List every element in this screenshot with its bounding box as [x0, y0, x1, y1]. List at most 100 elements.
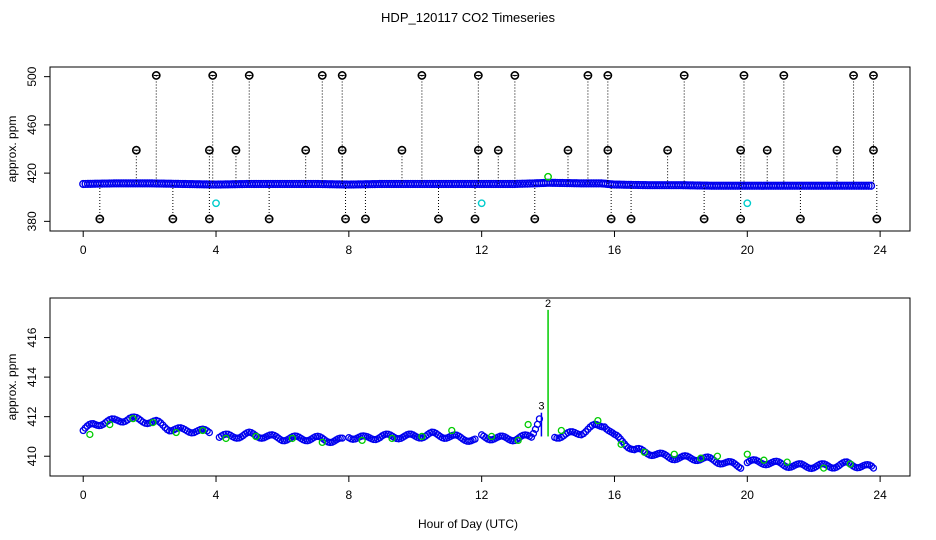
- cyan-point: [212, 199, 220, 208]
- series-1-point: [471, 435, 479, 443]
- flag-point: [397, 145, 407, 155]
- bottom-x-tick-label: 12: [475, 488, 489, 502]
- bottom-plot-frame: [49, 297, 911, 477]
- bottom-x-tick-label: 0: [80, 488, 87, 502]
- flag-point: [204, 214, 214, 224]
- series-2-point: [713, 452, 722, 460]
- baseline-point: [862, 181, 871, 190]
- flag-point: [95, 214, 105, 224]
- flag-point: [473, 71, 483, 80]
- top-axis-ticks: 0 4 8 12 16 20 24 380 420 460 500: [25, 66, 887, 257]
- top-x-tick-label: 8: [345, 243, 352, 257]
- flag-point: [417, 71, 427, 80]
- series-1-point: [205, 428, 214, 437]
- series-1-point: [612, 431, 621, 439]
- x-axis-label: Hour of Day (UTC): [418, 517, 518, 531]
- series-2-point: [388, 434, 396, 443]
- series-2-point: [820, 464, 828, 472]
- flag-point: [663, 145, 673, 155]
- flag-point: [341, 214, 350, 224]
- series-1-point: [157, 419, 165, 427]
- flag-point: [301, 145, 311, 155]
- flag-point: [244, 71, 254, 80]
- series-2-point: [418, 432, 426, 441]
- series-2-point: [617, 440, 625, 449]
- series-2-point: [697, 454, 705, 462]
- series-2-point: [358, 436, 366, 445]
- flag-point: [131, 145, 141, 155]
- series-2-point: [149, 418, 157, 427]
- series-1-point: [527, 433, 536, 441]
- flag-point: [563, 145, 573, 155]
- flag-point: [493, 145, 503, 155]
- flag-point: [168, 214, 178, 224]
- series-2-point: [199, 426, 207, 435]
- baseline-point: [866, 181, 876, 190]
- bottom-axis-ticks: 0 4 8 12 16 20 24 410 412 414 416: [25, 327, 887, 502]
- series-2-point: [670, 450, 678, 458]
- series-2-point: [594, 416, 602, 425]
- series-1-point: [553, 434, 561, 442]
- flag-point: [264, 214, 274, 224]
- top-data-marks: [79, 71, 882, 224]
- flag-point: [208, 71, 218, 80]
- flag-point: [849, 71, 858, 80]
- flag-point: [736, 145, 746, 155]
- bottom-y-tick-label: 410: [25, 446, 39, 466]
- series-1-point: [869, 464, 878, 472]
- flag-point: [739, 71, 749, 80]
- series-2-point: [760, 456, 768, 464]
- flag-point: [679, 71, 689, 80]
- flag-point: [779, 71, 789, 80]
- series-1-point: [566, 428, 574, 436]
- flag-point: [204, 145, 214, 155]
- top-y-axis-label: approx. ppm: [5, 116, 19, 183]
- series-2-point: [172, 428, 180, 437]
- series-1-point: [338, 434, 346, 442]
- bottom-x-tick-label: 4: [213, 488, 220, 502]
- bottom-y-tick-label: 412: [25, 406, 39, 426]
- bottom-y-axis-label: approx. ppm: [5, 354, 19, 421]
- flag-point: [626, 214, 636, 224]
- series-2-spike-label: 2: [545, 298, 551, 310]
- baseline-point: [864, 181, 873, 190]
- cyan-point: [477, 199, 486, 208]
- top-panel: approx. ppm 0 4 8 12 16 20 24 380 420 460 500: [5, 66, 911, 257]
- flag-point: [869, 145, 878, 155]
- bottom-x-tick-label: 8: [345, 488, 352, 502]
- flag-point: [832, 145, 842, 155]
- flag-point: [606, 214, 616, 224]
- series-2-point: [288, 434, 297, 443]
- flag-point: [434, 214, 443, 224]
- flag-point: [583, 71, 593, 80]
- flag-point: [317, 71, 327, 80]
- flag-point: [361, 214, 370, 224]
- top-x-tick-label: 20: [741, 243, 755, 257]
- series-2-point: [448, 426, 456, 435]
- top-plot-frame: [49, 66, 911, 232]
- bottom-y-tick-label: 416: [25, 327, 39, 347]
- bottom-x-tick-label: 24: [873, 488, 887, 502]
- series-2-point: [557, 426, 566, 435]
- flag-point: [603, 71, 613, 80]
- series-2-point: [487, 432, 496, 441]
- top-y-tick-label: 500: [25, 66, 39, 86]
- flag-point: [603, 145, 613, 155]
- series-2-point: [129, 414, 137, 423]
- flag-point: [510, 71, 520, 80]
- bottom-y-tick-label: 414: [25, 367, 39, 387]
- flag-point: [762, 145, 772, 155]
- series-1-point: [535, 415, 544, 423]
- flag-point: [473, 145, 483, 155]
- series-2-point: [640, 448, 649, 456]
- top-x-tick-label: 16: [608, 243, 622, 257]
- flag-point: [869, 71, 878, 80]
- series-1-point: [867, 462, 876, 470]
- flag-point: [699, 214, 709, 224]
- series-1-spike-label: 3: [538, 401, 544, 413]
- series-2-point: [514, 436, 522, 445]
- series-2-point: [318, 438, 326, 447]
- top-x-tick-label: 0: [80, 243, 87, 257]
